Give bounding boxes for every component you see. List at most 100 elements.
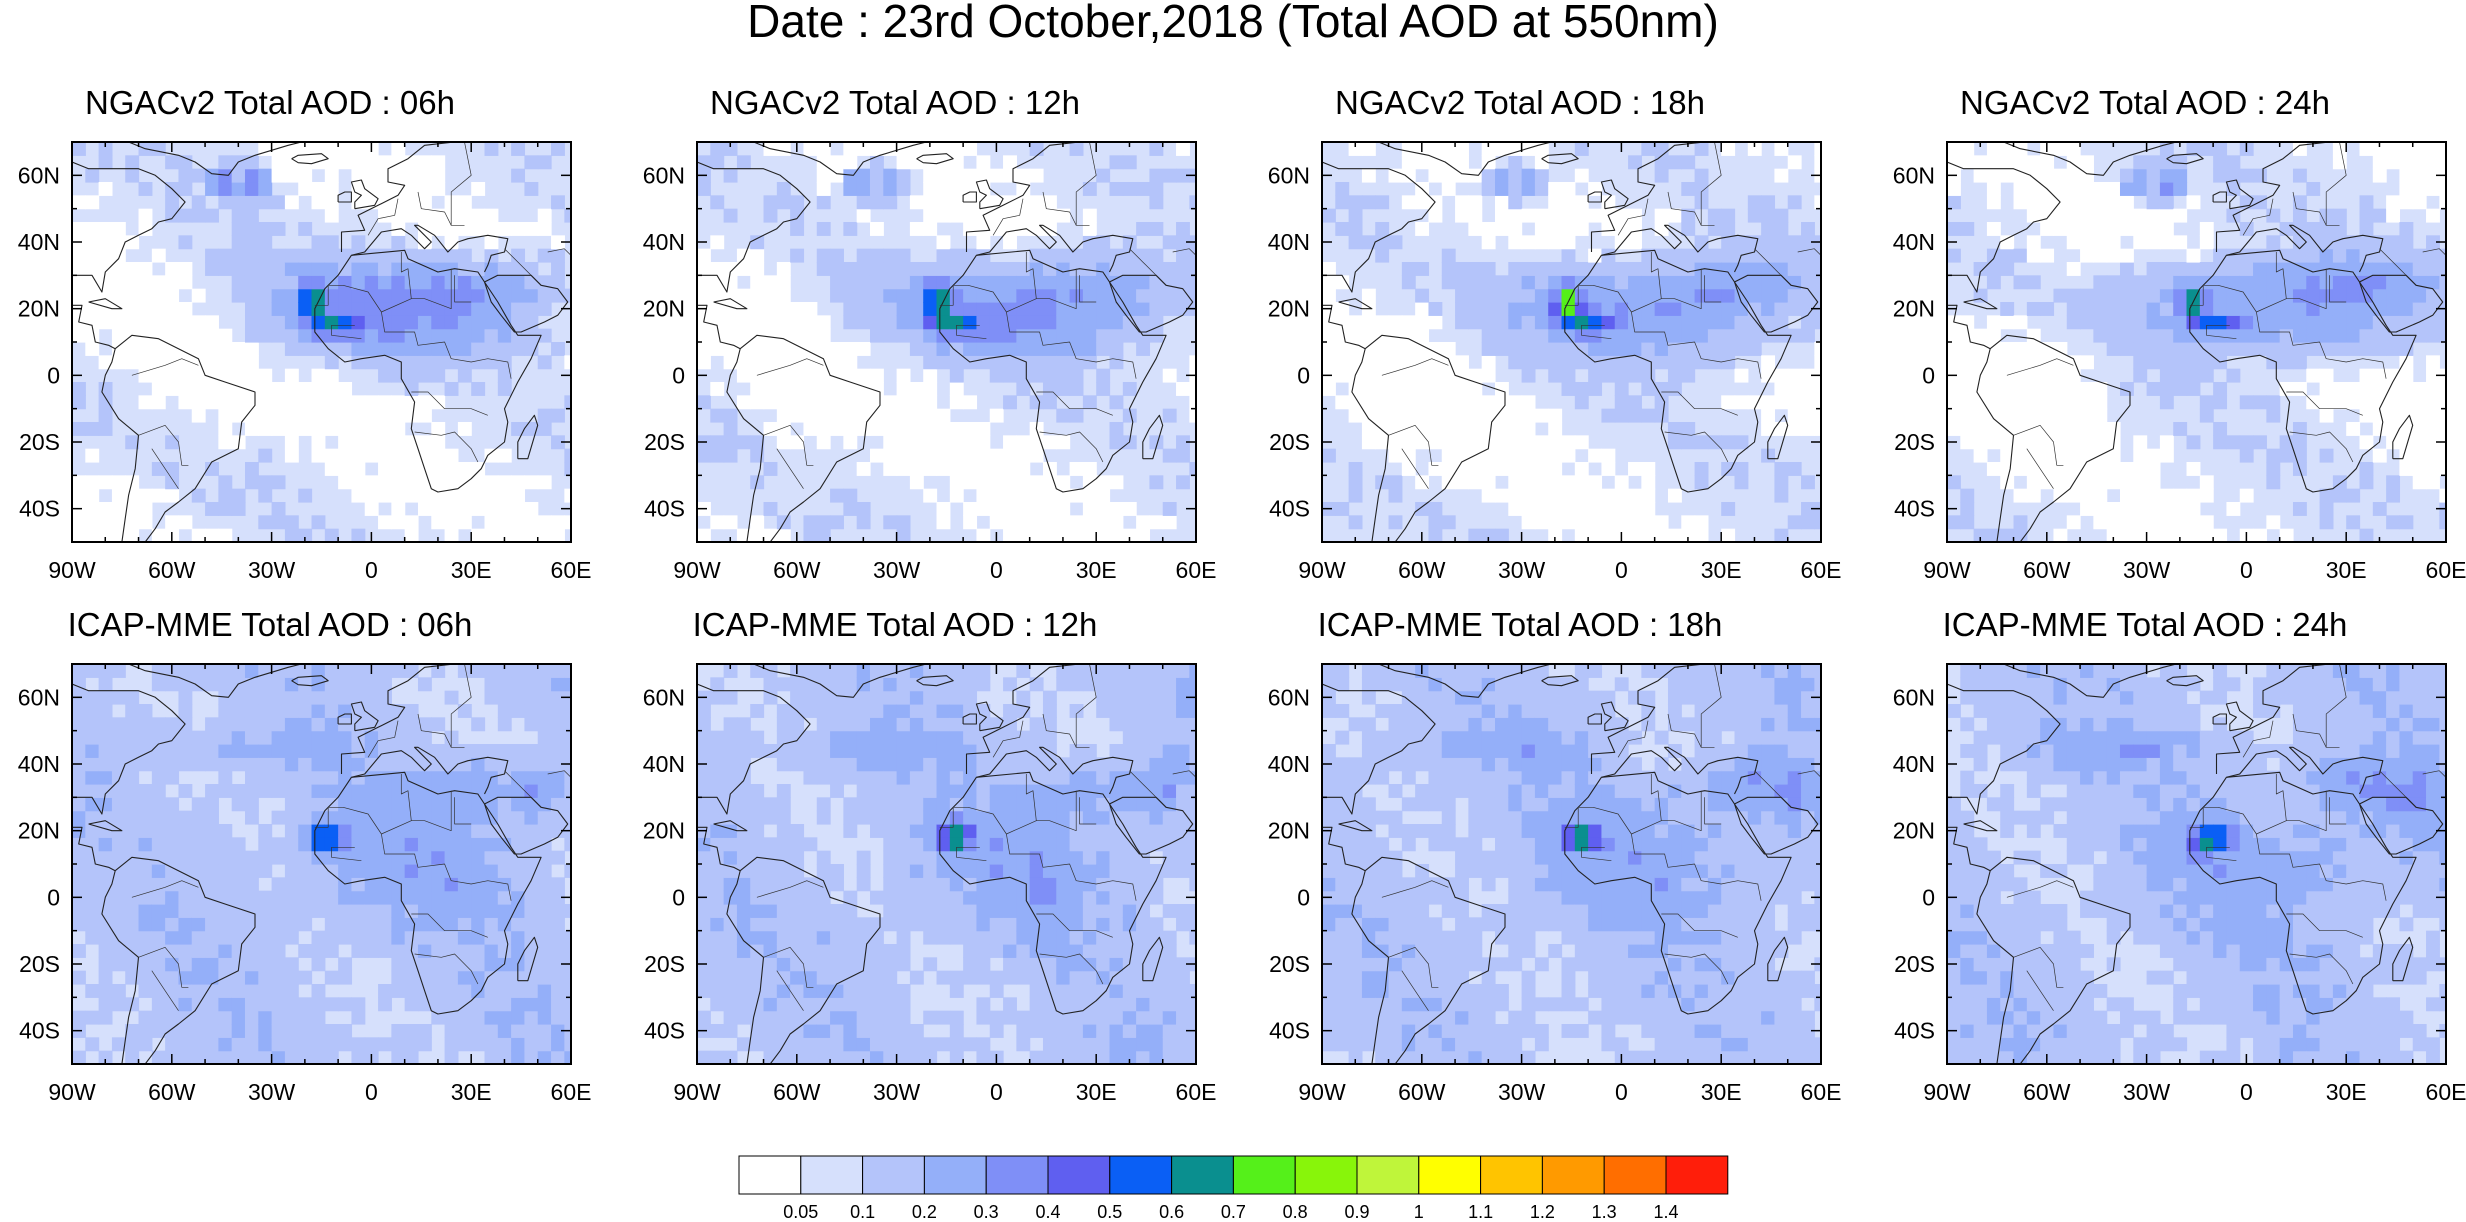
x-tick-label: 30W [1498, 557, 1546, 583]
y-tick-label: 20S [19, 429, 60, 455]
colorbar-label: 0.7 [1221, 1202, 1246, 1222]
y-tick-label: 60N [18, 162, 60, 188]
aod-field [1322, 142, 1821, 542]
x-tick-label: 0 [990, 557, 1003, 583]
map-plot: 90W 60W 30W 0 30E 60E 60N 40N 20N 0 20S 40S [18, 663, 592, 1105]
x-tick-label: 30W [2123, 1079, 2171, 1105]
colorbar-label: 1.3 [1592, 1202, 1617, 1222]
y-tick-label: 20S [1894, 429, 1935, 455]
x-tick-label: 60W [1398, 1079, 1446, 1105]
y-tick-label: 40S [1894, 1018, 1935, 1044]
colorbar-label: 1.4 [1653, 1202, 1678, 1222]
x-tick-label: 60E [1801, 1079, 1842, 1105]
colorbar-swatch [800, 1155, 864, 1195]
x-tick-label: 90W [1298, 557, 1346, 583]
figure-title: Date : 23rd October,2018 (Total AOD at 5… [747, 0, 1719, 47]
aod-field [1322, 664, 1821, 1064]
map-panel: ICAP-MME Total AOD : 12h 90W 60W 30W 0 30E 60E… [625, 608, 1217, 1108]
x-tick-label: 60W [148, 557, 196, 583]
colorbar-label: 0.2 [912, 1202, 937, 1222]
colorbar-swatch [1047, 1155, 1111, 1195]
y-tick-label: 40N [1268, 751, 1310, 777]
x-tick-label: 90W [673, 557, 721, 583]
x-tick-label: 30E [1076, 1079, 1117, 1105]
x-tick-label: 90W [1923, 557, 1971, 583]
y-tick-label: 60N [18, 684, 60, 710]
map-panel: NGACv2 Total AOD : 24h 90W 60W 30W 0 30E 60E 60… [1875, 86, 2466, 586]
x-tick-label: 30E [2326, 557, 2367, 583]
map-panel: NGACv2 Total AOD : 18h 90W 60W 30W 0 30E 60E 60… [1250, 86, 1842, 586]
x-tick-label: 90W [48, 1079, 96, 1105]
colorbar-swatch [1232, 1155, 1296, 1195]
map-plot: 90W 60W 30W 0 30E 60E 60N 40N 20N 0 20S 40S [643, 141, 1216, 583]
colorbar-swatch [1480, 1155, 1543, 1195]
y-tick-label: 20N [18, 818, 60, 844]
x-tick-label: 30E [451, 557, 492, 583]
y-tick-label: 40S [19, 496, 60, 522]
y-tick-label: 20N [18, 296, 60, 322]
y-tick-label: 40N [1893, 751, 1935, 777]
y-tick-label: 60N [1268, 684, 1310, 710]
y-tick-label: 40N [1268, 229, 1310, 255]
coastlines [1322, 664, 1821, 1064]
aod-field [72, 664, 571, 1064]
x-tick-label: 60E [2426, 557, 2466, 583]
x-tick-label: 30E [1701, 557, 1742, 583]
y-tick-label: 20N [1268, 818, 1310, 844]
x-tick-label: 30W [248, 1079, 296, 1105]
colorbar-swatch [923, 1155, 987, 1195]
y-tick-label: 40S [1894, 496, 1935, 522]
x-tick-label: 60E [1801, 557, 1842, 583]
colorbar-label: 0.05 [783, 1202, 818, 1222]
x-tick-label: 30W [1498, 1079, 1546, 1105]
x-tick-label: 90W [673, 1079, 721, 1105]
colorbar-swatch [1665, 1155, 1729, 1195]
map-plot: 90W 60W 30W 0 30E 60E 60N 40N 20N 0 20S 40S [1268, 141, 1842, 583]
x-tick-label: 0 [990, 1079, 1003, 1105]
y-tick-label: 0 [1297, 362, 1310, 388]
aod-field [72, 142, 571, 542]
aod-field [1947, 664, 2446, 1064]
x-tick-label: 30E [2326, 1079, 2367, 1105]
y-tick-label: 20S [644, 951, 685, 977]
colorbar-swatch [1356, 1155, 1420, 1195]
y-tick-label: 20S [1269, 951, 1310, 977]
y-tick-label: 20S [644, 429, 685, 455]
panel-title: NGACv2 Total AOD : 12h [710, 84, 1080, 121]
y-tick-label: 40S [644, 496, 685, 522]
x-tick-label: 30W [873, 557, 921, 583]
y-tick-label: 20S [19, 951, 60, 977]
x-tick-label: 60W [2023, 1079, 2071, 1105]
colorbar-swatch [985, 1155, 1049, 1195]
y-tick-label: 0 [1922, 362, 1935, 388]
y-tick-label: 0 [672, 362, 685, 388]
x-tick-label: 60E [2426, 1079, 2466, 1105]
aod-field [697, 142, 1196, 542]
x-tick-label: 90W [1923, 1079, 1971, 1105]
y-tick-label: 60N [1893, 162, 1935, 188]
panel-title: ICAP-MME Total AOD : 06h [67, 606, 473, 643]
x-tick-label: 0 [1615, 557, 1628, 583]
y-tick-label: 0 [47, 884, 60, 910]
y-tick-label: 20S [1269, 429, 1310, 455]
colorbar-label: 0.6 [1159, 1202, 1184, 1222]
x-tick-label: 60E [1176, 1079, 1217, 1105]
y-tick-label: 20S [1894, 951, 1935, 977]
y-tick-label: 40N [643, 751, 685, 777]
colorbar-swatch [1294, 1155, 1358, 1195]
y-tick-label: 60N [643, 162, 685, 188]
y-tick-label: 40S [1269, 1018, 1310, 1044]
x-tick-label: 60W [1398, 557, 1446, 583]
map-plot: 90W 60W 30W 0 30E 60E 60N 40N 20N 0 20S 40S [1893, 663, 2466, 1105]
y-tick-label: 20N [1893, 818, 1935, 844]
coastlines [697, 142, 1196, 542]
panel-title: NGACv2 Total AOD : 06h [85, 84, 455, 121]
y-tick-label: 0 [672, 884, 685, 910]
y-tick-label: 40N [18, 751, 60, 777]
colorbar-graphic: 0.05 0.1 0.2 0.3 0.4 0.5 0.6 0.7 0.8 0.9 1 1.1 1.2 1.… [738, 1155, 1729, 1222]
x-tick-label: 60E [551, 1079, 592, 1105]
aod-field [1947, 142, 2446, 542]
colorbar-label: 0.4 [1035, 1202, 1060, 1222]
colorbar-label: 0.3 [974, 1202, 999, 1222]
y-tick-label: 20N [643, 296, 685, 322]
